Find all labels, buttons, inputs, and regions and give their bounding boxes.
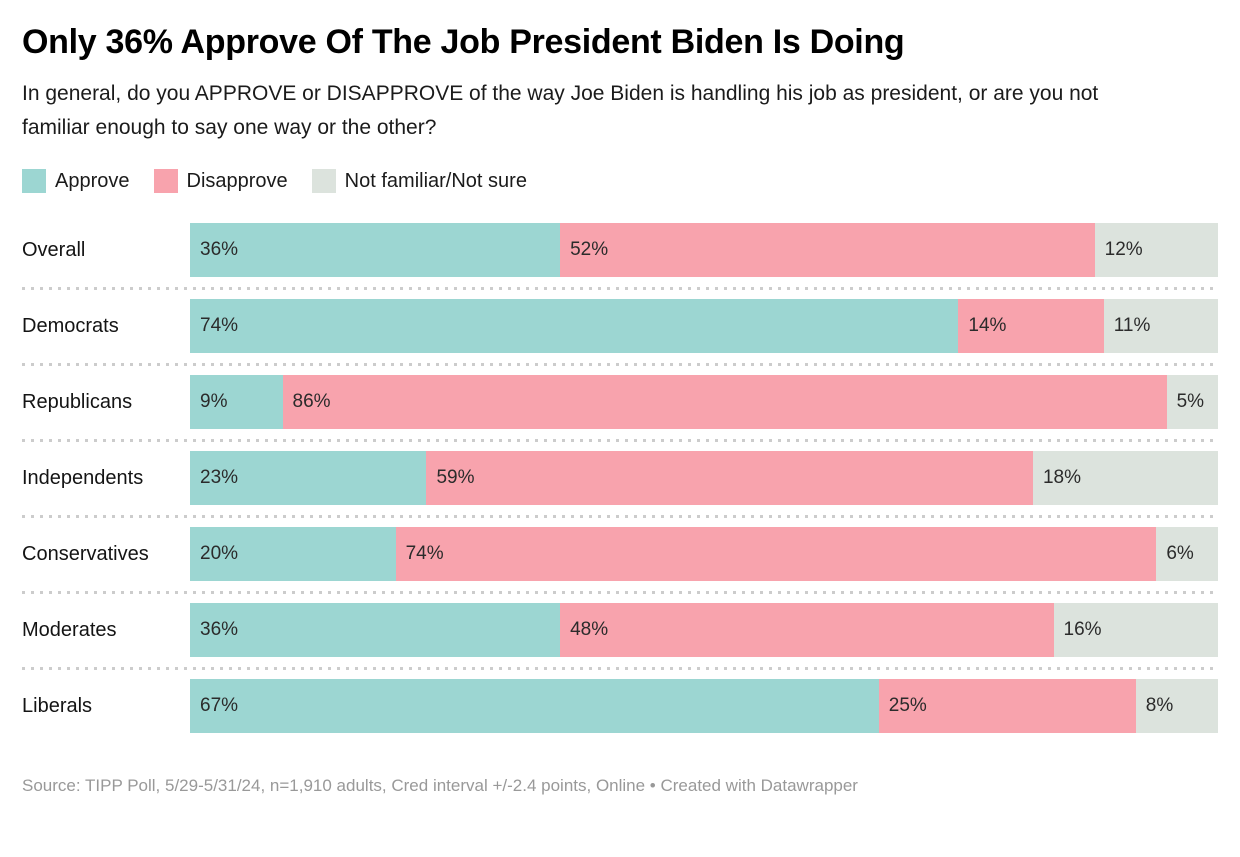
- rows: Overall 36% 52% 12% Democrats 74% 14% 11% Republ…: [22, 223, 1218, 734]
- value-label: 6%: [1166, 543, 1194, 565]
- legend-label: Approve: [55, 169, 130, 192]
- category-label: Moderates: [22, 618, 117, 641]
- bar-segment-not-familiar-not-sure: 5%: [1166, 375, 1218, 430]
- value-label: 11%: [1113, 315, 1151, 337]
- bar-segment-not-familiar-not-sure: 18%: [1032, 451, 1218, 506]
- bar-segment-not-familiar-not-sure: 8%: [1135, 679, 1218, 734]
- bar-segment-not-familiar-not-sure: 12%: [1094, 223, 1218, 278]
- row-separator: [22, 657, 1218, 680]
- bar-segment-not-familiar-not-sure: 6%: [1156, 527, 1218, 582]
- value-label: 25%: [888, 695, 927, 717]
- row-separator: [22, 581, 1218, 604]
- legend-label: Not familiar/Not sure: [344, 169, 527, 192]
- bar-segment-approve: 9%: [190, 375, 283, 430]
- value-label: 86%: [292, 391, 331, 413]
- stacked-bar: 67% 25% 8%: [190, 679, 1218, 734]
- value-label: 36%: [200, 619, 239, 641]
- page-title: Only 36% Approve Of The Job President Bi…: [22, 23, 905, 61]
- stacked-bar: 20% 74% 6%: [190, 527, 1218, 582]
- chart-row-overall: Overall 36% 52% 12%: [22, 223, 1218, 278]
- stacked-bar: 36% 48% 16%: [190, 603, 1218, 658]
- category-label: Liberals: [22, 694, 93, 717]
- source-note: Source: TIPP Poll, 5/29-5/31/24, n=1,910…: [22, 776, 858, 796]
- value-label: 74%: [405, 543, 444, 565]
- bar-segment-disapprove: 74%: [395, 527, 1157, 582]
- chart-row-conservatives: Conservatives 20% 74% 6%: [22, 527, 1218, 582]
- bar-segment-approve: 23%: [190, 451, 427, 506]
- legend-item-disapprove: Disapprove: [153, 169, 288, 194]
- disapprove-swatch-icon: [153, 169, 178, 194]
- row-separator: [22, 505, 1218, 528]
- bar-segment-approve: 36%: [190, 603, 561, 658]
- chart-subtitle: In general, do you APPROVE or DISAPPROVE…: [22, 82, 1099, 140]
- bar-segment-disapprove: 25%: [878, 679, 1136, 734]
- value-label: 16%: [1063, 619, 1102, 641]
- approve-swatch-icon: [22, 169, 46, 194]
- chart-row-democrats: Democrats 74% 14% 11%: [22, 299, 1218, 354]
- stacked-bar: 36% 52% 12%: [190, 223, 1218, 278]
- value-label: 36%: [200, 239, 239, 261]
- bar-segment-approve: 20%: [190, 527, 396, 582]
- row-separator: [22, 429, 1218, 452]
- bar-segment-disapprove: 86%: [282, 375, 1167, 430]
- bar-segment-disapprove: 59%: [426, 451, 1033, 506]
- value-label: 14%: [968, 315, 1007, 337]
- chart-container: Only 36% Approve Of The Job President Bi…: [0, 23, 1240, 796]
- bar-segment-approve: 67%: [190, 679, 879, 734]
- value-label: 20%: [200, 543, 239, 565]
- chart-row-independents: Independents 23% 59% 18%: [22, 451, 1218, 506]
- bar-segment-not-familiar-not-sure: 11%: [1103, 299, 1218, 354]
- chart-row-republicans: Republicans 9% 86% 5%: [22, 375, 1218, 430]
- value-label: 67%: [200, 695, 239, 717]
- row-separator: [22, 277, 1218, 300]
- bar-segment-approve: 36%: [190, 223, 561, 278]
- legend-item-approve: Approve: [22, 169, 130, 194]
- value-label: 8%: [1145, 695, 1174, 717]
- not-familiar-swatch-icon: [311, 169, 336, 194]
- chart-row-liberals: Liberals 67% 25% 8%: [22, 679, 1218, 734]
- value-label: 5%: [1176, 391, 1205, 413]
- value-label: 12%: [1104, 239, 1143, 261]
- bar-segment-disapprove: 48%: [560, 603, 1054, 658]
- value-label: 52%: [570, 239, 609, 261]
- bar-segment-approve: 74%: [190, 299, 959, 354]
- value-label: 9%: [200, 391, 228, 413]
- value-label: 74%: [200, 315, 239, 337]
- category-label: Overall: [22, 238, 86, 261]
- value-label: 59%: [436, 467, 475, 489]
- legend-label: Disapprove: [186, 169, 288, 192]
- value-label: 18%: [1042, 467, 1081, 489]
- stacked-bar: 23% 59% 18%: [190, 451, 1218, 506]
- stacked-bar: 9% 86% 5%: [190, 375, 1218, 430]
- chart-row-moderates: Moderates 36% 48% 16%: [22, 603, 1218, 658]
- category-label: Republicans: [22, 390, 133, 413]
- category-label: Conservatives: [22, 542, 149, 565]
- value-label: 48%: [570, 619, 609, 641]
- category-label: Democrats: [22, 314, 119, 337]
- legend-item-not-familiar: Not familiar/Not sure: [311, 169, 527, 194]
- bar-segment-disapprove: 52%: [560, 223, 1095, 278]
- legend: Approve Disapprove Not familiar/Not sure: [22, 169, 1218, 194]
- row-separator: [22, 353, 1218, 376]
- category-label: Independents: [22, 466, 144, 489]
- bar-segment-not-familiar-not-sure: 16%: [1053, 603, 1218, 658]
- bar-segment-disapprove: 14%: [958, 299, 1104, 354]
- value-label: 23%: [200, 467, 239, 489]
- stacked-bar: 74% 14% 11%: [190, 299, 1218, 354]
